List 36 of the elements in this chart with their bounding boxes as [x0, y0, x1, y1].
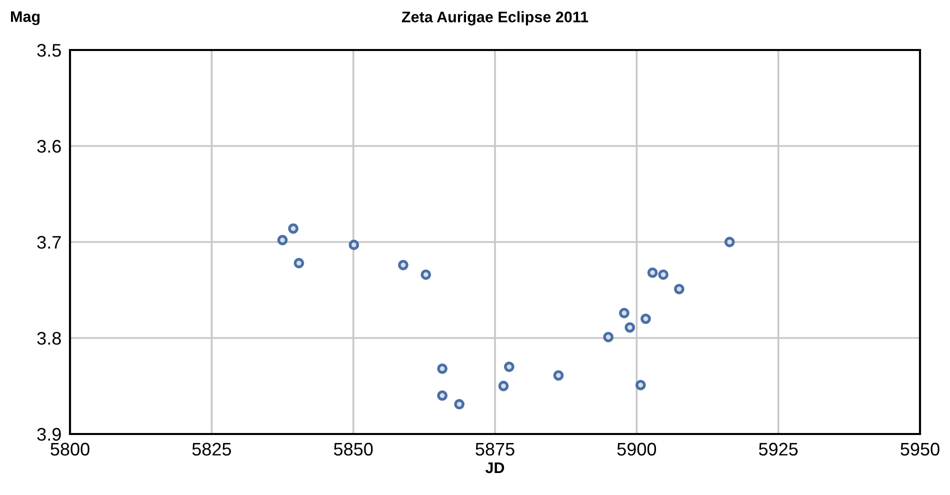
point: [640, 314, 651, 324]
x-tick-label: 5925: [758, 442, 798, 456]
y-tick-label: 3.5: [37, 44, 61, 57]
point: [624, 322, 636, 333]
point: [553, 370, 564, 381]
point: [420, 269, 432, 280]
point: [635, 380, 646, 390]
x-tick-label: 5850: [334, 442, 373, 456]
x-axis-title: JD: [485, 462, 504, 474]
point: [647, 268, 658, 278]
point: [674, 284, 684, 294]
y-axis-title: Mag: [11, 11, 40, 26]
point: [724, 236, 735, 248]
x-tick-label: 5800: [50, 442, 90, 456]
point: [504, 362, 514, 372]
x-tick-label: 5875: [476, 442, 514, 456]
point: [658, 269, 668, 280]
point: [454, 399, 464, 410]
y-tick-label: 3.8: [37, 332, 61, 345]
point: [288, 223, 298, 234]
y-tick-label: 3.6: [37, 140, 61, 153]
x-tick-label: 5900: [617, 442, 656, 456]
x-tick-label: 5950: [900, 442, 940, 456]
chart-title: Zeta Aurigae Eclipse 2011: [402, 11, 588, 26]
point: [498, 380, 509, 392]
point: [437, 364, 448, 374]
x-tick-label: 5825: [192, 442, 231, 456]
y-tick-label: 3.9: [37, 428, 61, 441]
point: [348, 240, 360, 250]
point: [398, 260, 408, 270]
point: [603, 332, 614, 342]
point: [619, 308, 630, 318]
point: [294, 258, 304, 268]
point: [437, 390, 448, 401]
point: [277, 234, 288, 246]
y-tick-label: 3.7: [37, 236, 61, 249]
